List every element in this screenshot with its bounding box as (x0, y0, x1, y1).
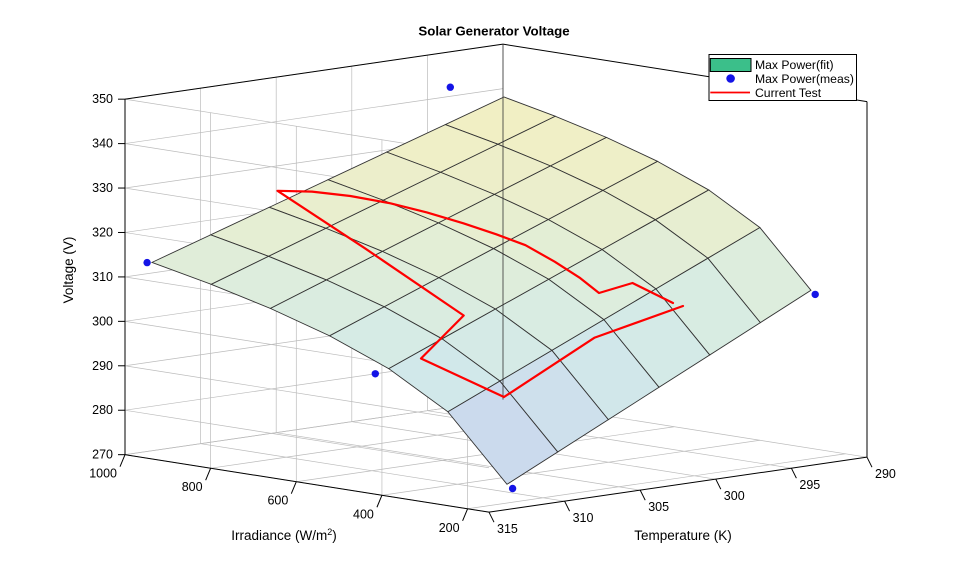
svg-text:Max Power(meas): Max Power(meas) (755, 72, 854, 86)
svg-text:330: 330 (92, 181, 113, 195)
svg-text:Max Power(fit): Max Power(fit) (755, 58, 834, 72)
svg-text:350: 350 (92, 92, 113, 106)
svg-text:315: 315 (497, 522, 518, 536)
svg-text:340: 340 (92, 137, 113, 151)
svg-text:Temperature (K): Temperature (K) (634, 528, 732, 543)
svg-text:Current Test: Current Test (755, 86, 822, 100)
svg-text:400: 400 (353, 507, 374, 521)
svg-text:200: 200 (439, 521, 460, 535)
svg-text:600: 600 (267, 494, 288, 508)
svg-text:290: 290 (875, 467, 896, 481)
svg-text:280: 280 (92, 403, 113, 417)
svg-text:305: 305 (648, 500, 669, 514)
svg-text:300: 300 (724, 489, 745, 503)
svg-text:Irradiance (W/m2): Irradiance (W/m2) (231, 527, 337, 543)
svg-text:270: 270 (92, 448, 113, 462)
svg-text:Voltage (V): Voltage (V) (61, 237, 76, 304)
svg-text:1000: 1000 (89, 467, 117, 481)
svg-text:295: 295 (799, 478, 820, 492)
svg-text:Solar Generator Voltage: Solar Generator Voltage (418, 24, 569, 39)
svg-text:290: 290 (92, 359, 113, 373)
svg-text:310: 310 (92, 270, 113, 284)
svg-text:800: 800 (182, 480, 203, 494)
svg-text:300: 300 (92, 314, 113, 328)
svg-text:320: 320 (92, 226, 113, 240)
svg-text:310: 310 (573, 511, 594, 525)
